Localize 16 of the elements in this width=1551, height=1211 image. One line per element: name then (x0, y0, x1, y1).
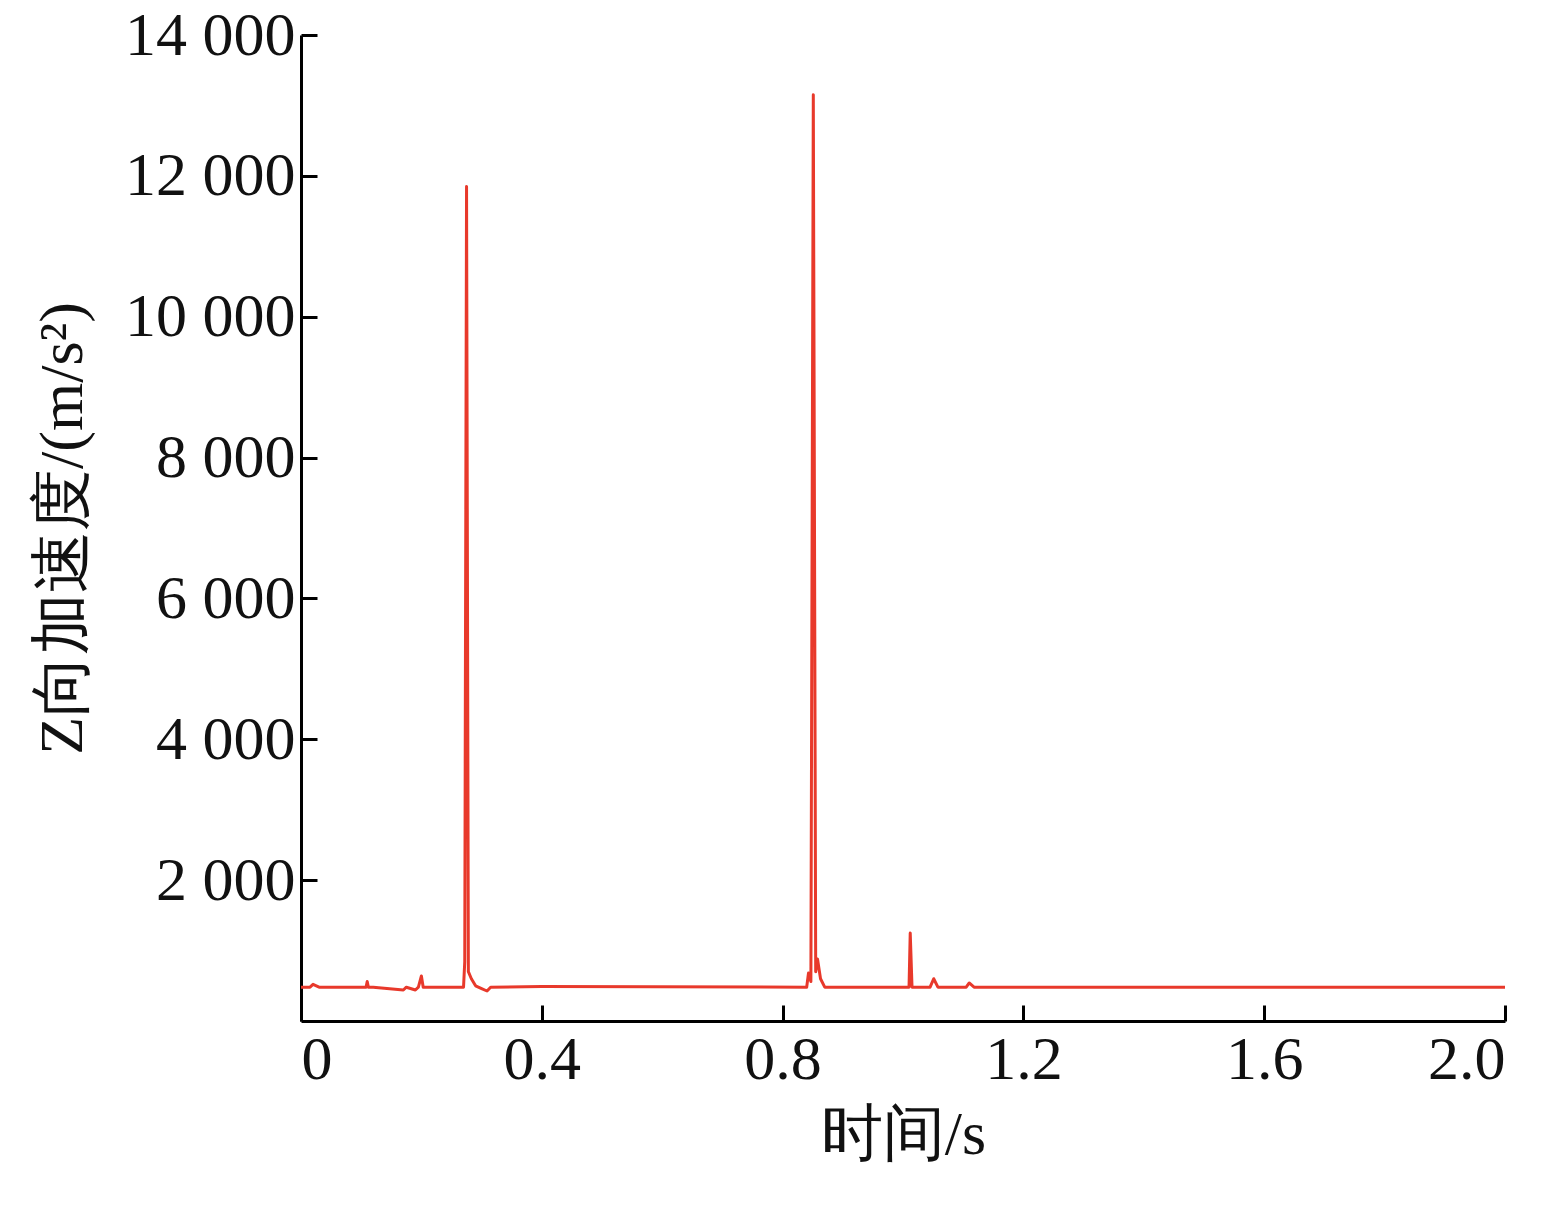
x-axis-title: 时间/s (820, 1098, 987, 1167)
y-tick-label: 4 000 (156, 703, 296, 772)
y-tick-label: 12 000 (125, 140, 296, 209)
x-tick-label: 1.6 (1225, 1023, 1304, 1092)
x-tick-label: 0.8 (744, 1023, 822, 1092)
x-tick-label: 0 (301, 1023, 333, 1092)
y-tick-label: 8 000 (156, 422, 296, 491)
x-tick-label: 0.4 (503, 1023, 582, 1092)
x-tick-label: 1.2 (985, 1023, 1063, 1092)
y-tick-label: 10 000 (125, 281, 296, 350)
line-series (301, 93, 1505, 993)
y-tick-label: 14 000 (125, 0, 296, 68)
y-axis-title: Z向加速度/(m/s²) (27, 302, 96, 755)
y-tick-label: 2 000 (156, 844, 296, 913)
x-tick-label: 2.0 (1428, 1023, 1506, 1092)
y-tick-label: 6 000 (156, 562, 296, 631)
